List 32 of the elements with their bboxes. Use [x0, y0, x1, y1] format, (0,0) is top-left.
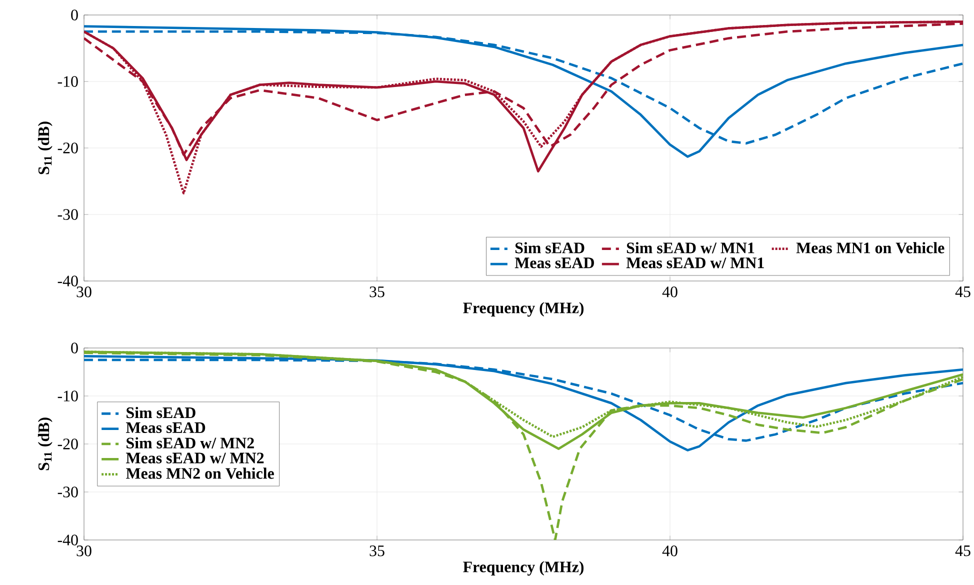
legend-label: Meas sEAD [514, 258, 594, 268]
x-axis-title: Frequency (MHz) [463, 302, 584, 317]
y-tick-label: -10 [58, 76, 78, 87]
x-tick-label: 35 [370, 286, 384, 298]
y-tick-label: -20 [58, 142, 78, 154]
x-tick-label: 30 [76, 286, 92, 298]
y-tick-label: -20 [58, 438, 78, 450]
x-axis-title: Frequency (MHz) [463, 561, 584, 576]
legend-label: Meas MN1 on Vehicle [796, 242, 944, 254]
y-tick-label: -10 [58, 390, 78, 402]
legend-label: Sim sEAD w/ MN1 [626, 242, 754, 254]
y-tick-label: -40 [58, 276, 78, 286]
x-tick-label: 40 [662, 286, 678, 298]
x-tick-label: 30 [76, 546, 92, 556]
y-axis-title: S$_{11}$ (dB) [38, 418, 52, 470]
legend-label: Sim sEAD w/ MN2 [126, 437, 254, 448]
x-tick-label: 45 [955, 546, 970, 556]
legend-label: Meas sEAD [126, 422, 206, 434]
legend-label: Sim sEAD [515, 242, 584, 254]
legend-label: Meas sEAD w/ MN1 [626, 258, 764, 268]
y-tick-label: -40 [58, 534, 78, 546]
y-tick-label: -30 [58, 209, 78, 220]
legend-label: Meas sEAD w/ MN2 [126, 452, 264, 464]
y-tick-label: 0 [71, 342, 78, 354]
legend-label: Sim sEAD [126, 406, 196, 418]
legend-label: Meas MN2 on Vehicle [126, 468, 274, 479]
y-tick-label: -30 [58, 486, 78, 498]
y-tick-label: 0 [71, 10, 78, 20]
x-tick-label: 45 [955, 286, 970, 298]
y-axis-title: S$_{11}$ (dB) [38, 122, 52, 174]
x-tick-label: 35 [370, 546, 384, 556]
x-tick-label: 40 [662, 546, 678, 556]
